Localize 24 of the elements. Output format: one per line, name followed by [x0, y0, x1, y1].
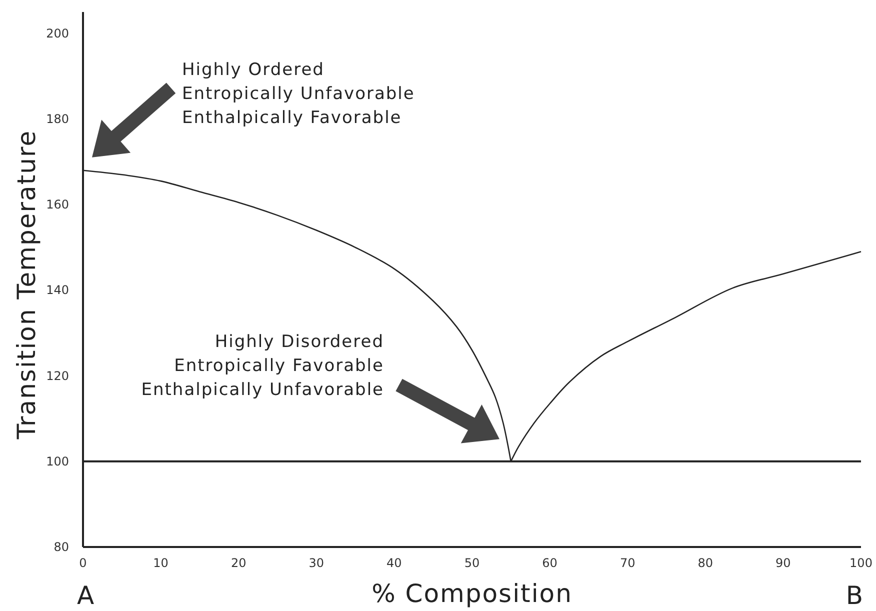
y-tick-label: 80 [54, 540, 69, 554]
y-axis-title: Transition Temperature [12, 130, 41, 440]
x-tick-label: 30 [308, 556, 324, 570]
annotation: Highly Ordered Entropically Unfavorable Enthalpically Favorable [182, 60, 415, 128]
text: A [77, 581, 94, 610]
y-tick-label: 180 [46, 112, 69, 126]
x-tick-label: 80 [698, 556, 714, 570]
x-tick-label: 40 [386, 556, 402, 570]
x-tick-label: 10 [153, 556, 168, 570]
x-tick-label: 0 [79, 556, 87, 570]
x-tick-label: 20 [230, 556, 246, 570]
x-axis-title: % Composition [372, 579, 572, 608]
y-tick-label: 100 [46, 454, 69, 468]
x-tick-label: 60 [542, 556, 558, 570]
x-tick-label: 100 [850, 556, 872, 570]
x-tick-label: 50 [464, 556, 480, 570]
y-tick-label: 120 [46, 368, 69, 383]
y-tick-label: 140 [46, 283, 69, 298]
y-tick-label: 200 [46, 26, 69, 40]
y-tick-label: 160 [46, 198, 69, 212]
x-tick-label: 90 [776, 556, 791, 570]
text: B [846, 581, 863, 610]
annotation: Highly Disordered Entropically Favorable Enthalpically Unfavorable [141, 332, 384, 400]
x-tick-label: 70 [620, 556, 636, 570]
